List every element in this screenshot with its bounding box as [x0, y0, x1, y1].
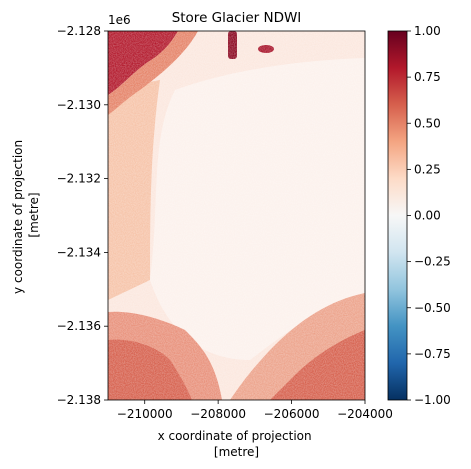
- colorbar-gradient: [387, 30, 408, 401]
- colorbar-tick-label: −0.50: [414, 301, 451, 315]
- chart-title: Store Glacier NDWI: [172, 10, 302, 26]
- x-axis-title: x coordinate of projection [metre]: [158, 429, 316, 459]
- colorbar-tick-label: 0.25: [414, 162, 441, 176]
- y-axis-title-line2: [metre]: [27, 192, 41, 237]
- heatmap: [108, 31, 365, 400]
- plot-frame: [107, 30, 366, 401]
- heatmap-speckle: [108, 31, 365, 400]
- colorbar-tick-label: 0.50: [414, 116, 441, 130]
- y-tick-label: −2.128: [57, 24, 101, 38]
- x-axis-title-line2: [metre]: [214, 445, 259, 459]
- x-axis-title-line1: x coordinate of projection: [158, 429, 312, 443]
- x-ticks: −210000 −208000 −206000 −204000: [117, 400, 393, 421]
- x-tick-label: −210000: [117, 407, 173, 421]
- y-tick-label: −2.134: [57, 245, 101, 259]
- y-axis-title-line1: y coordinate of projection: [11, 140, 25, 294]
- colorbar: 1.00 0.75 0.50 0.25 0.00 −0.25 −0.50 −0.75 −1.00: [387, 24, 451, 407]
- colorbar-ticks: 1.00 0.75 0.50 0.25 0.00 −0.25 −0.50 −0.75 −1.00: [407, 24, 451, 407]
- y-offset-label: 1e6: [108, 13, 131, 27]
- colorbar-tick-label: 1.00: [414, 24, 441, 38]
- colorbar-tick-label: 0.75: [414, 70, 441, 84]
- y-axis: 1e6 −2.128 −2.130 −2.132 −2.134 −2.136 −2.138…: [11, 13, 131, 407]
- y-ticks: −2.128 −2.130 −2.132 −2.134 −2.136 −2.138: [57, 24, 108, 407]
- x-tick-label: −206000: [264, 407, 320, 421]
- colorbar-tick-label: −0.75: [414, 347, 451, 361]
- y-tick-label: −2.138: [57, 393, 101, 407]
- colorbar-tick-label: −1.00: [414, 393, 451, 407]
- x-axis: −210000 −208000 −206000 −204000 x coordinat…: [117, 400, 393, 459]
- y-tick-label: −2.136: [57, 319, 101, 333]
- y-tick-label: −2.132: [57, 172, 101, 186]
- x-tick-label: −204000: [337, 407, 393, 421]
- y-tick-label: −2.130: [57, 98, 101, 112]
- colorbar-tick-label: 0.00: [414, 209, 441, 223]
- x-tick-label: −208000: [190, 407, 246, 421]
- y-axis-title: y coordinate of projection [metre]: [11, 136, 41, 294]
- colorbar-tick-label: −0.25: [414, 255, 451, 269]
